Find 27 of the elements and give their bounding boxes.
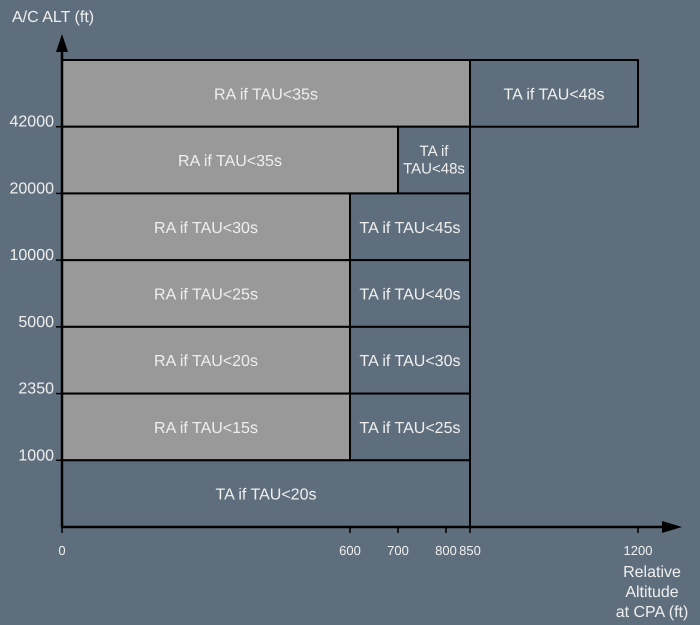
x-axis-title: Relative Altitude at CPA (ft) — [616, 564, 688, 621]
x-tick-label: 800 — [435, 543, 457, 558]
x-tick-label: 1200 — [624, 543, 652, 558]
data-label: TA if TAU<40s — [360, 286, 460, 304]
text: 20000 — [10, 180, 54, 198]
text: 2350 — [18, 380, 54, 398]
data-label: RA if TAU<35s — [214, 86, 318, 104]
data-label: TA if TAU<48s — [403, 143, 465, 178]
data-label: RA if TAU<20s — [154, 353, 258, 370]
data-label: RA if TAU<30s — [154, 220, 258, 237]
x-tick-label: 0 — [58, 543, 66, 558]
x-tick-label: 700 — [387, 543, 409, 558]
x-tick-label: 850 — [459, 543, 481, 558]
data-label: TA if TAU<30s — [360, 353, 460, 370]
y-axis-title: A/C ALT (ft) — [12, 9, 94, 26]
data-label: RA if TAU<35s — [178, 153, 282, 170]
text: 1000 — [18, 447, 54, 464]
data-label: RA if TAU<15s — [154, 420, 258, 437]
text: 10000 — [10, 247, 54, 264]
data-label: TA if TAU<20s — [216, 486, 316, 504]
data-label: TA if TAU<48s — [504, 86, 604, 104]
data-label: TA if TAU<45s — [360, 220, 460, 237]
data-label: RA if TAU<25s — [154, 286, 258, 304]
data-label: TA if TAU<25s — [360, 420, 460, 437]
text: 42000 — [10, 114, 54, 131]
text: 5000 — [18, 314, 54, 331]
x-tick-label: 600 — [339, 543, 361, 558]
